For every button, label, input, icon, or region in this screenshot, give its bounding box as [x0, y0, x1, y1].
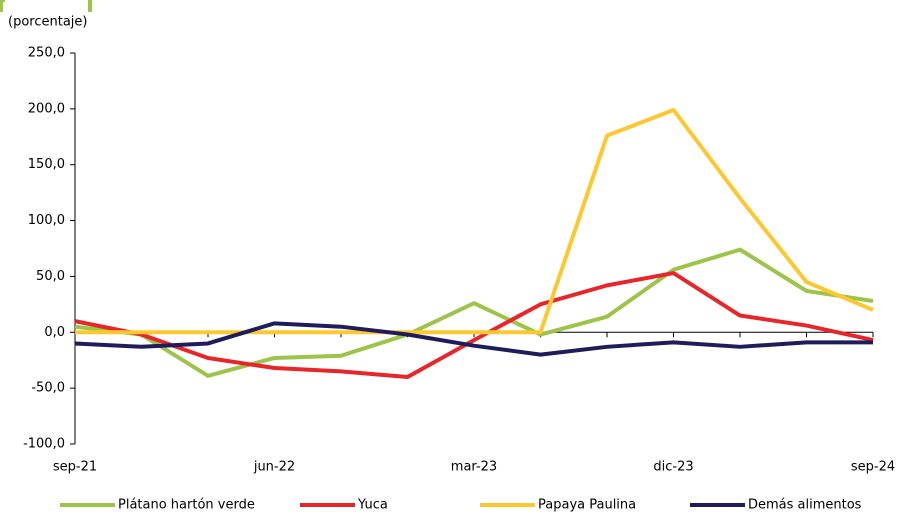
x-tick-label: sep-21 [53, 460, 97, 475]
legend-label: Yuca [357, 498, 388, 513]
legend-label: Demás alimentos [748, 498, 862, 513]
x-tick-label: dic-23 [653, 460, 693, 475]
legend-label: Plátano hartón verde [118, 498, 255, 513]
corner-decoration [0, 0, 92, 12]
y-tick-label: 250,0 [28, 46, 65, 61]
y-tick-label: 150,0 [28, 157, 65, 172]
x-tick-label: mar-23 [451, 460, 497, 475]
x-tick-label: jun-22 [253, 460, 295, 475]
y-tick-label: 50,0 [36, 269, 65, 284]
legend-label: Papaya Paulina [538, 498, 636, 513]
series-line [74, 321, 873, 357]
y-tick-label: 100,0 [28, 213, 65, 228]
y-tick-label: 0,0 [44, 325, 65, 340]
y-axis-label: (porcentaje) [8, 15, 87, 30]
series-line [75, 107, 874, 335]
series-line [74, 271, 874, 379]
y-tick-label: 200,0 [28, 101, 65, 116]
x-tick-label: sep-24 [851, 460, 895, 475]
series-line [74, 247, 874, 378]
y-tick-label: -100,0 [23, 437, 65, 452]
y-tick-label: -50,0 [31, 381, 65, 396]
